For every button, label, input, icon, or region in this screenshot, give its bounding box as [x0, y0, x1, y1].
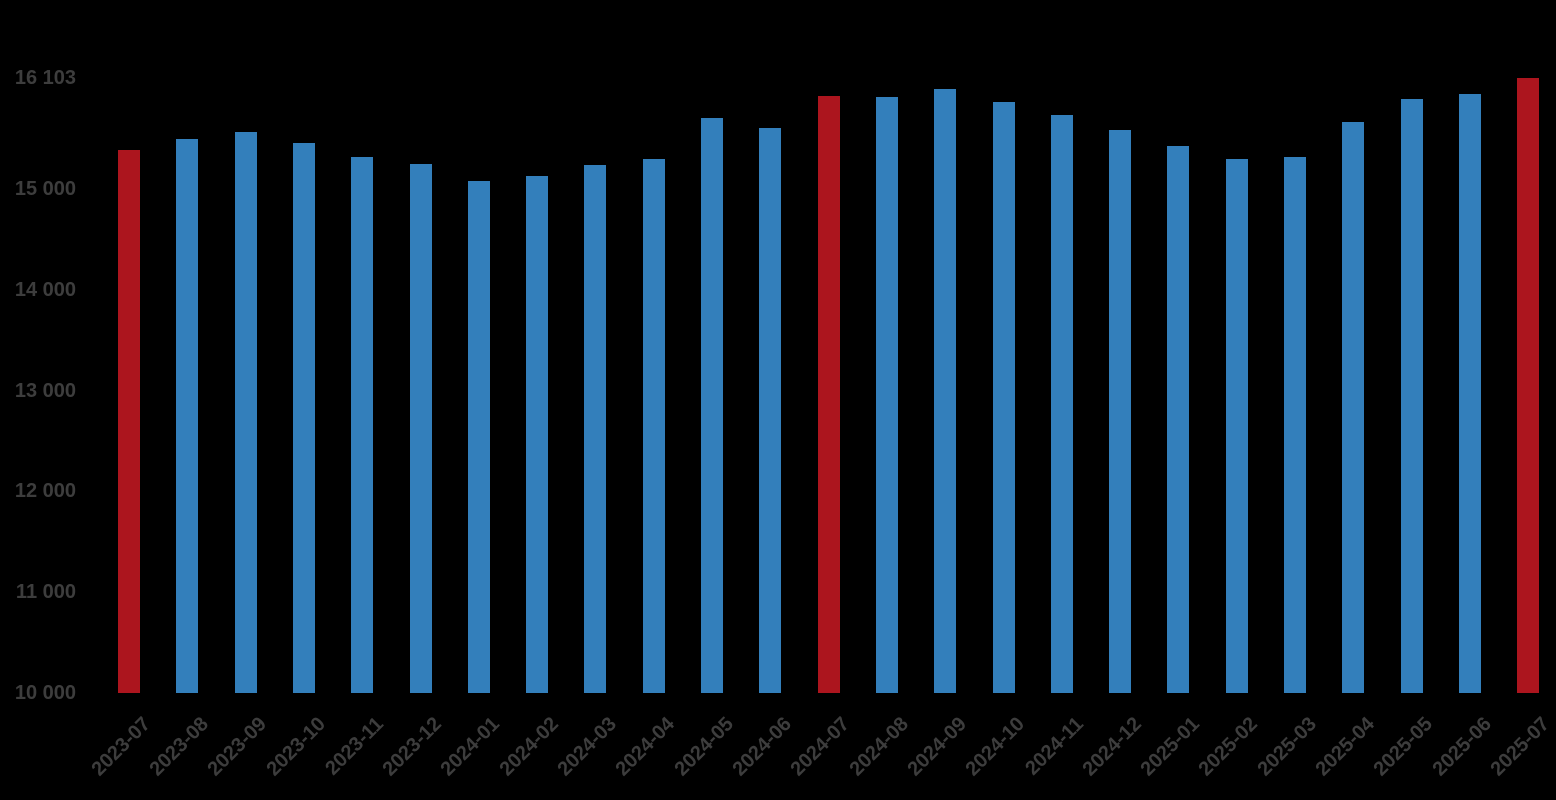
x-axis-tick-label: 2023-11 [321, 713, 388, 780]
bar-2025-01 [1167, 146, 1190, 693]
x-axis-tick-label: 2025-06 [1428, 713, 1496, 781]
y-axis-tick-label: 16 103 [14, 67, 76, 89]
x-axis-tick-label: 2024-09 [903, 713, 971, 781]
bar-2025-05 [1400, 98, 1423, 693]
bar-2024-10 [992, 101, 1015, 693]
bar-2025-03 [1284, 156, 1306, 693]
bar-2025-06 [1458, 94, 1481, 693]
x-axis-tick-label: 2023-09 [203, 713, 272, 781]
x-axis-tick-label: 2023-08 [145, 713, 213, 781]
bar-2024-01 [467, 181, 490, 693]
bar-2023-12 [409, 163, 432, 693]
x-axis-tick-label: 2023-10 [262, 713, 330, 781]
bar-2024-07 [817, 96, 840, 693]
bar-2024-04 [642, 158, 665, 693]
x-axis-tick-label: 2024-10 [961, 713, 1030, 781]
x-axis-tick-label: 2024-05 [670, 713, 738, 781]
bar-2024-02 [526, 176, 549, 693]
bar-2024-09 [934, 89, 957, 693]
x-axis-tick-label: 2024-06 [728, 713, 796, 781]
y-axis-tick-label: 13 000 [14, 379, 76, 402]
x-axis-tick-label: 2024-01 [436, 713, 505, 781]
bar-2023-07 [118, 149, 140, 693]
x-axis-tick-label: 2025-01 [1136, 713, 1204, 781]
x-axis-tick-label: 2025-07 [1486, 713, 1554, 781]
bar-2024-05 [701, 118, 723, 693]
bar-2025-07 [1517, 78, 1540, 693]
x-axis-tick-label: 2025-05 [1369, 713, 1438, 781]
y-axis-tick-label: 12 000 [14, 480, 76, 503]
y-axis-tick-label: 10 000 [14, 682, 76, 704]
bar-2023-11 [351, 156, 374, 693]
x-axis-tick-label: 2025-02 [1194, 713, 1263, 781]
bar-2024-12 [1109, 129, 1132, 693]
y-axis-tick-label: 15 000 [14, 178, 76, 201]
x-axis-tick-label: 2025-04 [1311, 713, 1379, 781]
x-axis-tick-label: 2024-08 [845, 713, 913, 781]
x-axis-tick-label: 2024-11 [1020, 713, 1088, 780]
bar-2025-04 [1342, 122, 1365, 693]
bar-2025-02 [1225, 158, 1248, 693]
x-axis-tick-label: 2024-07 [786, 713, 855, 781]
bar-2024-11 [1050, 115, 1073, 693]
x-axis-tick-label: 2024-02 [495, 713, 563, 781]
x-axis-tick-label: 2023-07 [87, 713, 155, 781]
y-axis-tick-label: 14 000 [14, 278, 76, 301]
x-axis-tick-label: 2024-03 [553, 713, 621, 781]
bar-2024-06 [759, 127, 782, 693]
bar-2024-03 [584, 164, 607, 693]
x-axis-tick-label: 2024-04 [611, 713, 680, 781]
x-axis-tick-label: 2024-12 [1078, 713, 1146, 781]
bar-2024-08 [875, 97, 898, 693]
bar-2023-08 [176, 138, 199, 693]
x-axis-tick-label: 2023-12 [378, 713, 447, 781]
y-axis-tick-label: 11 000 [15, 581, 76, 604]
x-axis-tick-label: 2025-03 [1253, 713, 1321, 781]
bar-2023-10 [292, 142, 315, 693]
bar-2023-09 [234, 131, 257, 693]
